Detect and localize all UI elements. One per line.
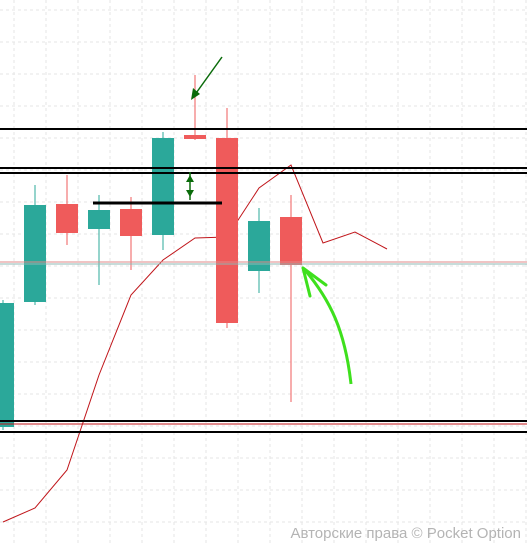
candle-body <box>0 303 14 427</box>
indicator-line <box>2 164 388 523</box>
candle-body <box>280 217 302 265</box>
measure-arrow-head <box>186 175 194 197</box>
candle-body <box>88 210 110 229</box>
candle-body <box>24 205 46 302</box>
watermark: Авторские права © Pocket Option <box>290 525 521 542</box>
candle-body <box>216 138 238 323</box>
candle-body <box>120 209 142 236</box>
hand-arrow-head <box>301 266 328 298</box>
pointer-arrow <box>193 56 223 97</box>
candle-body <box>248 221 270 271</box>
pointer-arrow-head <box>191 88 200 100</box>
candle-body <box>184 135 206 139</box>
plot <box>0 75 388 523</box>
drawings <box>0 56 527 433</box>
candle-body <box>152 138 174 235</box>
hand-arrow <box>303 269 353 385</box>
candle-body <box>56 204 78 233</box>
